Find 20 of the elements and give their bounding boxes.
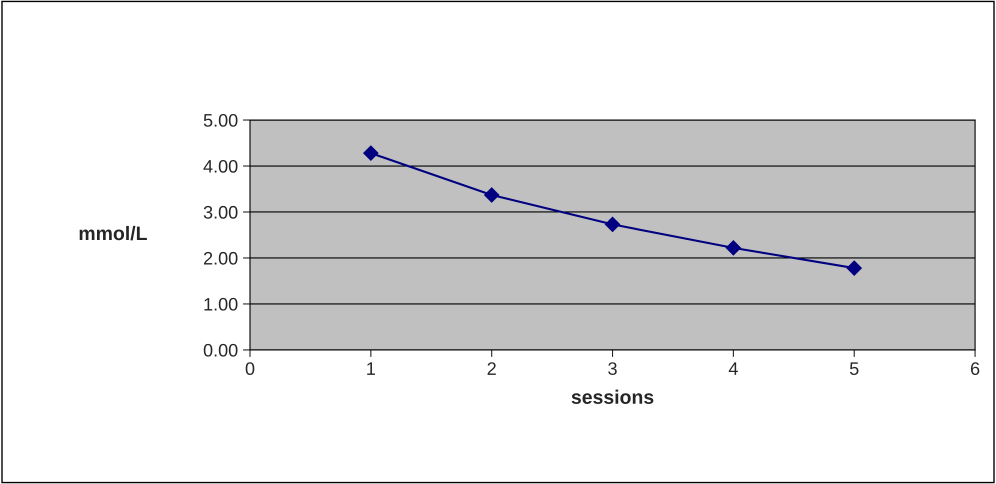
- x-tick-label: 6: [970, 362, 980, 375]
- x-tick-label: 3: [608, 362, 617, 375]
- point: [363, 146, 378, 161]
- y-tick-label: 0.00: [204, 344, 238, 357]
- y-tick-label: 1.00: [204, 298, 238, 311]
- point: [726, 240, 741, 256]
- y-tick-label: 4.00: [203, 160, 238, 173]
- y-axis-title: mmol/L: [80, 226, 147, 240]
- y-tick-label: 2.00: [204, 252, 238, 265]
- point: [846, 260, 862, 276]
- y-tick-label: 5.00: [204, 114, 238, 127]
- x-axis-title: sessions: [572, 390, 654, 404]
- x-tick-label: 1: [367, 362, 375, 375]
- y-tick-label: 3.00: [204, 206, 238, 219]
- point: [604, 216, 620, 232]
- x-tick-label: 0: [246, 362, 254, 375]
- point: [484, 187, 500, 203]
- x-tick-label: 4: [728, 362, 738, 375]
- x-tick-label: 2: [488, 362, 496, 375]
- x-tick-label: 5: [850, 362, 858, 375]
